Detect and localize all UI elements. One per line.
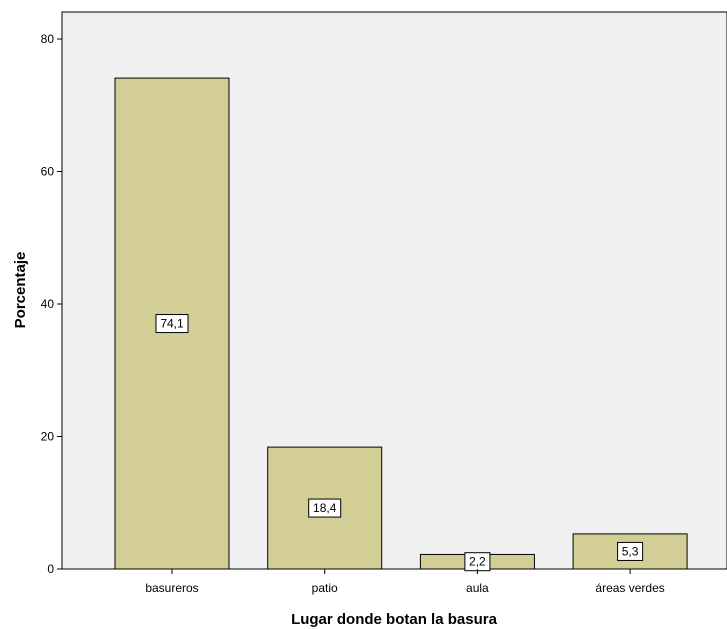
y-axis-title: Porcentaje [12, 252, 29, 329]
bar-value-label: 18,4 [308, 498, 342, 518]
y-tick-label: 40 [41, 297, 55, 311]
y-axis: 0 20 40 60 80 [41, 32, 62, 576]
bar-value-text: 5,3 [622, 544, 639, 558]
bar-value-box [155, 314, 189, 334]
x-axis: basureros patio aula áreas verdes [145, 569, 665, 595]
bar-value-box [308, 498, 342, 518]
y-tick-label: 60 [41, 165, 55, 179]
x-tick-label: aula [466, 581, 489, 595]
y-tick-label: 0 [47, 562, 54, 576]
x-tick-label: patio [312, 581, 338, 595]
bar-value-label: 74,1 [155, 314, 189, 334]
bar-value-box [617, 541, 644, 561]
x-tick-label: áreas verdes [595, 581, 664, 595]
bar [114, 77, 230, 570]
bar-value-label: 5,3 [617, 541, 644, 561]
x-tick-label: basureros [145, 581, 198, 595]
y-tick-label: 20 [41, 430, 55, 444]
bar-value-text: 2,2 [469, 555, 486, 569]
x-axis-title: Lugar donde botan la basura [291, 611, 498, 628]
bar-value-text: 18,4 [313, 501, 337, 515]
bar-value-label: 2,2 [464, 552, 491, 572]
bar-value-text: 74,1 [160, 317, 184, 331]
y-tick-label: 80 [41, 32, 55, 46]
bars-group: 74,1 18,4 2,2 5,3 [114, 77, 688, 572]
